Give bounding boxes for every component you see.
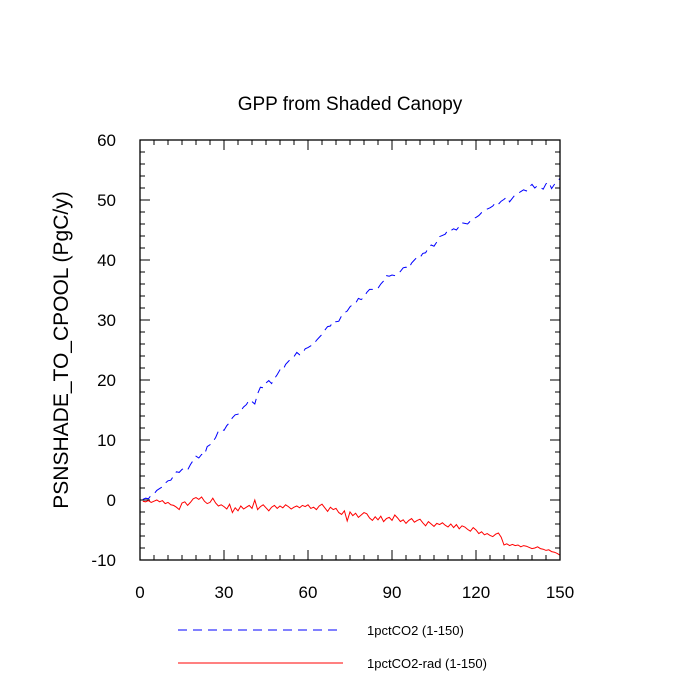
- y-tick-label: 20: [97, 371, 116, 390]
- y-tick-label: 50: [97, 191, 116, 210]
- x-tick-label: 60: [299, 583, 318, 602]
- y-tick-label: 10: [97, 431, 116, 450]
- series-line-1: [142, 178, 561, 500]
- plot-area: 0 30 60 90 120 150 -10 0 10 20 30 40 50 60: [91, 131, 574, 602]
- plot-frame: [139, 139, 561, 561]
- chart-title: GPP from Shaded Canopy: [238, 94, 463, 115]
- x-tick-label: 120: [462, 583, 490, 602]
- x-tick-label: 90: [383, 583, 402, 602]
- y-tick-label: 30: [97, 311, 116, 330]
- x-tick-label: 30: [215, 583, 234, 602]
- y-tick-label: -10: [91, 551, 116, 570]
- y-tick-label: 60: [97, 131, 116, 150]
- legend: 1pctCO2 (1-150) 1pctCO2-rad (1-150): [178, 623, 487, 671]
- x-tick-label: 0: [135, 583, 144, 602]
- legend-label-2: 1pctCO2-rad (1-150): [367, 656, 487, 671]
- y-axis-label: PSNSHADE_TO_CPOOL (PgC/y): [50, 191, 73, 508]
- series-line-2: [142, 496, 561, 556]
- y-tick-label: 40: [97, 251, 116, 270]
- legend-label-1: 1pctCO2 (1-150): [367, 623, 464, 638]
- x-tick-label: 150: [546, 583, 574, 602]
- y-tick-label: 0: [107, 491, 116, 510]
